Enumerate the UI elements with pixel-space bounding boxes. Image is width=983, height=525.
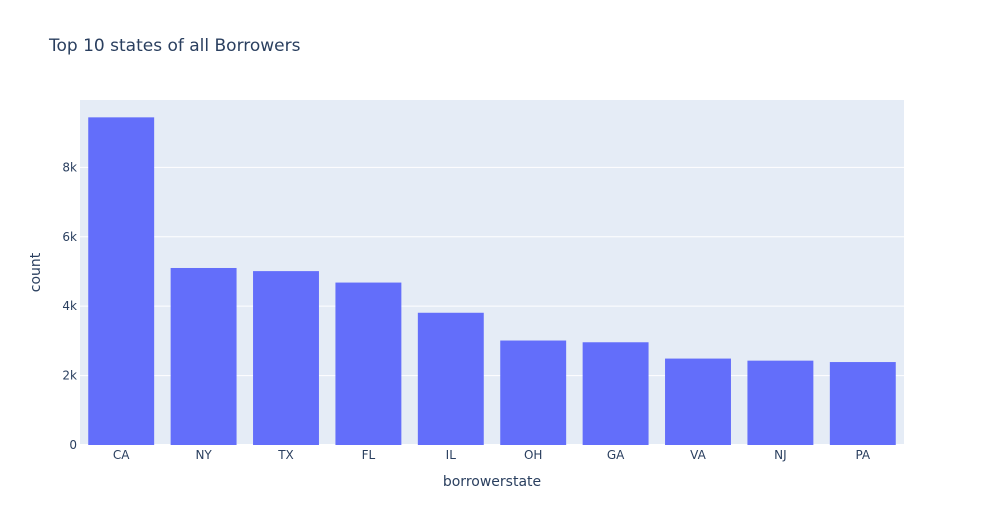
x-tick-label: PA bbox=[855, 448, 870, 462]
y-axis-title: count bbox=[28, 252, 44, 292]
x-tick-label: FL bbox=[362, 448, 376, 462]
chart-title: Top 10 states of all Borrowers bbox=[48, 36, 301, 56]
y-axis-ticks: 0 2k 4k 6k 8k bbox=[62, 160, 77, 452]
x-tick-label: VA bbox=[690, 448, 706, 462]
bar-va bbox=[665, 358, 731, 445]
x-tick-label: CA bbox=[113, 448, 130, 462]
bars bbox=[88, 117, 896, 445]
bar-nj bbox=[747, 360, 814, 445]
x-tick-label: GA bbox=[607, 448, 625, 462]
bar-pa bbox=[829, 362, 896, 445]
bar-tx bbox=[253, 271, 319, 445]
x-tick-label: NY bbox=[195, 448, 212, 462]
x-tick-label: IL bbox=[446, 448, 457, 462]
bar-il bbox=[417, 312, 484, 445]
x-tick-label: OH bbox=[524, 448, 542, 462]
bar-ca bbox=[88, 117, 155, 445]
bar-ga bbox=[582, 342, 649, 445]
y-tick-label: 0 bbox=[69, 438, 77, 452]
bar-oh bbox=[500, 340, 567, 445]
y-tick-label: 8k bbox=[62, 160, 77, 174]
x-axis-title: borrowerstate bbox=[443, 474, 541, 490]
bar-fl bbox=[335, 282, 402, 445]
y-tick-label: 2k bbox=[62, 369, 77, 383]
x-axis-ticks: CA NY TX FL IL OH GA VA NJ PA bbox=[113, 448, 871, 462]
y-tick-label: 4k bbox=[62, 299, 77, 313]
x-tick-label: NJ bbox=[774, 448, 787, 462]
y-tick-label: 6k bbox=[62, 230, 77, 244]
bar-ny bbox=[170, 267, 237, 445]
x-tick-label: TX bbox=[277, 448, 294, 462]
